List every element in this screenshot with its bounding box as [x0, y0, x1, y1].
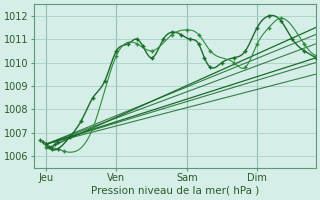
- X-axis label: Pression niveau de la mer( hPa ): Pression niveau de la mer( hPa ): [91, 186, 259, 196]
